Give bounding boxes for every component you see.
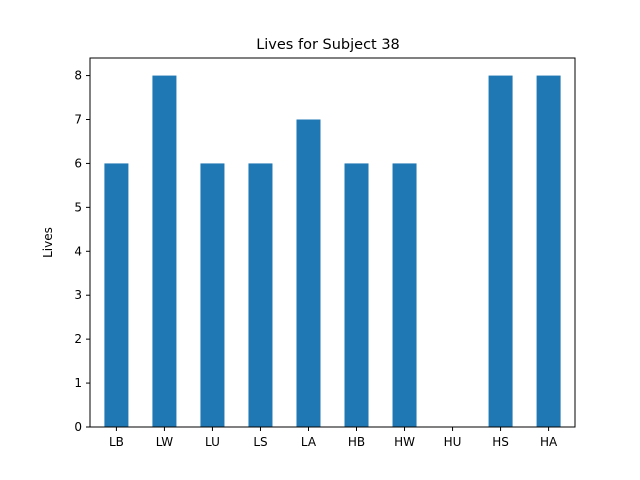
y-axis-ticks: 0 1 2 3 4 5 6 7 8: [74, 69, 90, 434]
bar-ha: [536, 75, 561, 428]
y-tick-label: 2: [74, 332, 82, 346]
y-axis-label: Lives: [41, 227, 55, 258]
x-tick-label: HA: [540, 435, 558, 449]
x-tick-label: LS: [253, 435, 267, 449]
x-tick-label: LB: [109, 435, 124, 449]
bar-lw: [152, 75, 177, 428]
x-tick-label: LW: [156, 435, 174, 449]
bar-hb: [344, 163, 369, 427]
y-tick-label: 6: [74, 156, 82, 170]
bar-hw: [392, 163, 417, 427]
x-tick-label: HS: [492, 435, 509, 449]
y-tick-label: 5: [74, 200, 82, 214]
x-tick-label: LA: [301, 435, 317, 449]
x-tick-label: HB: [348, 435, 365, 449]
x-axis-ticks: LB LW LU LS LA HB HW HU HS HA: [109, 427, 558, 449]
y-tick-label: 4: [74, 244, 82, 258]
bar-ls: [248, 163, 273, 427]
x-tick-label: HW: [394, 435, 415, 449]
bar-lu: [200, 163, 225, 427]
x-tick-label: HU: [444, 435, 462, 449]
bars-group: [104, 75, 561, 428]
plot-area-frame: [89, 57, 576, 428]
bar-la: [296, 119, 321, 427]
chart-title: Lives for Subject 38: [256, 37, 400, 53]
y-tick-label: 0: [74, 420, 82, 434]
y-tick-label: 7: [74, 113, 82, 127]
bar-hs: [488, 75, 513, 428]
x-tick-label: LU: [205, 435, 220, 449]
y-tick-label: 8: [74, 69, 82, 83]
y-tick-label: 1: [74, 376, 82, 390]
bar-lb: [104, 163, 129, 427]
y-tick-label: 3: [74, 288, 82, 302]
